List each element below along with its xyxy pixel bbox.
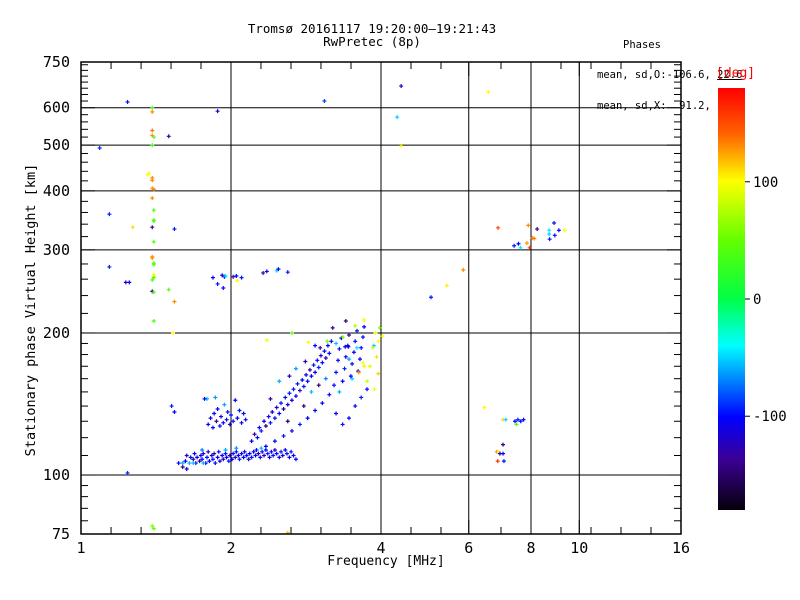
svg-text:4: 4 <box>376 539 385 557</box>
svg-text:8: 8 <box>526 539 535 557</box>
colorbar: 100 0 -100 <box>718 88 787 510</box>
phase-stats-o-sd: 22.6 <box>717 69 743 82</box>
axes <box>80 61 682 535</box>
phase-stats-header: Phases <box>623 38 661 51</box>
svg-text:300: 300 <box>43 241 70 259</box>
svg-text:100: 100 <box>43 466 70 484</box>
svg-text:6: 6 <box>464 539 473 557</box>
svg-text:-100: -100 <box>753 409 787 425</box>
svg-text:10: 10 <box>570 539 588 557</box>
svg-text:16: 16 <box>672 539 690 557</box>
svg-text:400: 400 <box>43 182 70 200</box>
echo-points <box>97 84 567 535</box>
svg-text:100: 100 <box>753 175 778 191</box>
svg-text:75: 75 <box>52 525 70 543</box>
plot-subtitle: RwPretec (8p) <box>323 34 421 49</box>
svg-text:600: 600 <box>43 99 70 117</box>
gridlines <box>81 62 681 534</box>
colorbar-unit-label: [deg] <box>716 66 756 81</box>
phase-stats-o-mode: mean, sd,O:-106.6, 22.6 <box>597 69 743 82</box>
svg-text:750: 750 <box>43 53 70 71</box>
svg-text:200: 200 <box>43 324 70 342</box>
tick-labels: 1 2 4 6 8 10 16 75 100 200 300 400 500 600 750 <box>43 53 690 557</box>
svg-text:500: 500 <box>43 136 70 154</box>
x-axis-label: Frequency [MHz] <box>327 554 445 569</box>
plot-title: Tromsø 20161117 19:20:00–19:21:43 <box>247 21 497 36</box>
svg-text:2: 2 <box>226 539 235 557</box>
svg-text:1: 1 <box>76 539 85 557</box>
svg-text:0: 0 <box>753 292 761 308</box>
